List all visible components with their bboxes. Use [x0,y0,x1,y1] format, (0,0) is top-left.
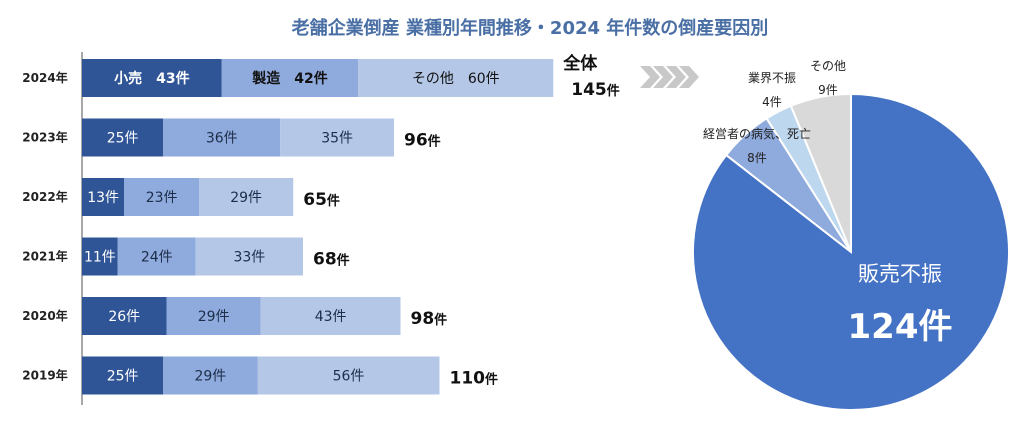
year-label: 2023年 [22,130,67,145]
total-prefix-label: 全体 [562,53,598,74]
bar-segment-0 [82,118,164,157]
segment-value-label: 24件 [141,250,173,266]
bar-segment-2 [257,356,440,395]
total-label: 65件 [303,190,340,210]
pie-slice-label: 経営者の病気、死亡 [703,126,811,141]
chevron-shape [679,66,699,88]
segment-value-label: 小売 43件 [114,70,189,87]
segment-value-label: 25件 [107,131,139,147]
chevron-shape [653,66,673,88]
bar-chart: 2024年 小売 43件 製造 42件 その他 60件 全体 145件 2023年 25件 36… [22,52,620,405]
segment-value-label: 13件 [87,190,119,206]
segment-value-label: 56件 [333,369,365,385]
segment-value-label: 29件 [194,369,226,385]
bar-segment-1 [221,59,359,97]
pie-slice-value-label: 8件 [747,151,767,165]
total-label: 98件 [411,309,448,329]
bar-segment-0 [82,297,167,335]
bar-segment-0 [82,356,164,395]
bar-segment-2 [199,178,294,216]
total-label: 96件 [404,131,441,151]
year-label: 2019年 [22,368,67,383]
bar-segment-1 [163,356,258,395]
bar-segment-2 [358,59,554,97]
bar-segment-0 [82,178,125,216]
segment-value-label: 43件 [315,309,347,325]
pie-slice-3 [789,92,852,253]
segment-value-label: 29件 [198,309,230,325]
pie-slice-value-label: 4件 [762,95,782,109]
segment-value-label: 33件 [233,250,265,266]
chevron-shape [640,66,660,88]
segment-value-label: 25件 [107,369,139,385]
year-label: 2024年 [22,70,67,85]
bar-segment-2 [195,237,303,276]
pie-slice-value-label: 9件 [818,83,838,97]
bar-segment-0 [82,237,118,276]
pie-slice-label: 業界不振 [748,71,796,85]
bar-segment-1 [166,297,261,335]
year-label: 2021年 [22,249,67,264]
segment-value-label: 製造 42件 [251,70,327,87]
bar-segment-0 [82,59,222,97]
segment-value-label: 29件 [230,190,262,206]
bar-segment-1 [163,118,281,157]
segment-value-label: 11件 [84,250,116,266]
pie-slice-label: 販売不振 [858,262,942,286]
total-label: 110件 [450,369,499,389]
year-label: 2020年 [22,308,67,323]
segment-value-label: 35件 [321,131,353,147]
pie-chart: 販売不振 124件 経営者の病気、死亡 8件 業界不振 4件 その他 9件 [692,59,1011,411]
bar-segment-1 [124,178,199,216]
chevron-shape [666,66,686,88]
total-label: 145件 [571,80,620,100]
bar-segment-1 [117,237,196,276]
segment-value-label: 23件 [146,190,178,206]
chevron-arrows-icon [640,66,699,88]
chart-title: 老舗企業倒産 業種別年間推移・2024 年件数の倒産要因別 [292,17,769,39]
segment-value-label: 26件 [108,309,140,325]
bar-segment-2 [280,118,394,157]
year-label: 2022年 [22,189,67,204]
pie-slice-value-label: 124件 [848,307,953,347]
bar-segment-2 [260,297,401,335]
segment-value-label: 36件 [206,131,238,147]
pie-slice-label: その他 [810,59,846,73]
segment-value-label: その他 60件 [412,71,500,87]
total-label: 68件 [313,250,350,270]
